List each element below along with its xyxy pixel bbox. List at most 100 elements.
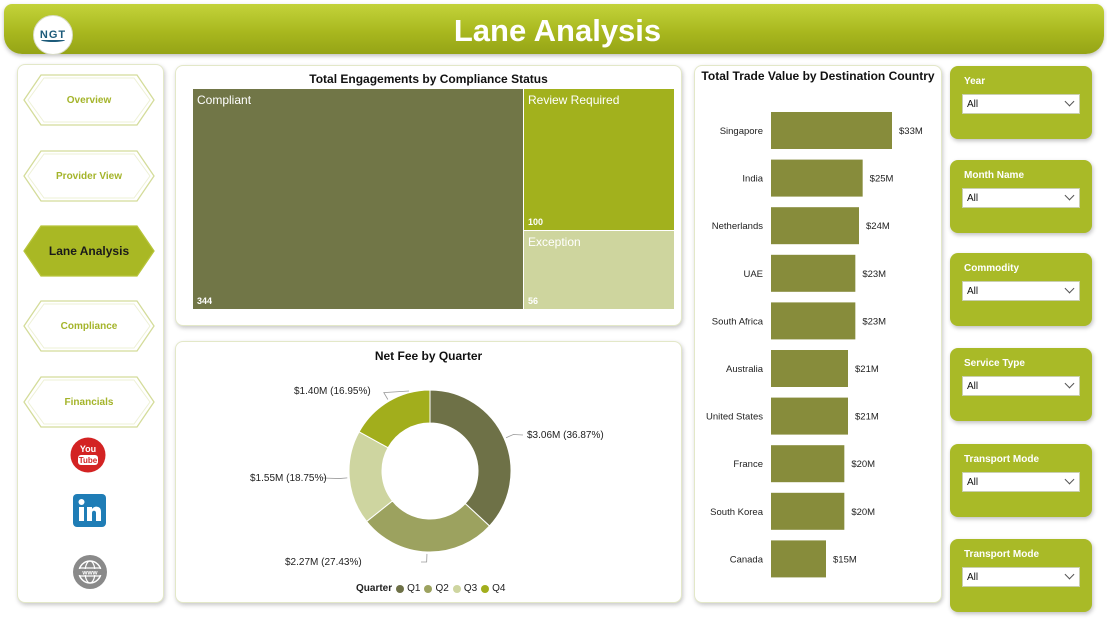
bar-netherlands[interactable] [771,207,859,245]
transport-mode-dropdown[interactable]: All [962,472,1080,492]
donut-label-q4: $1.40M (16.95%) [294,386,371,397]
bar-value-label: $20M [851,507,875,518]
slicer-transport-mode-2: Transport Mode All [950,539,1092,612]
nav-financials-label: Financials [64,396,114,408]
donut-leader-line [321,477,348,479]
slicer-title: Commodity [964,263,1019,274]
legend-title: Quarter [356,583,393,594]
month-name-dropdown[interactable]: All [962,188,1080,208]
treemap-cell-compliant[interactable]: Compliant 344 [193,89,523,309]
dropdown-value: All [967,477,979,488]
bar-category-label: South Africa [712,316,764,327]
globe-icon[interactable]: www [72,554,108,590]
bar-category-label: India [742,174,763,185]
linkedin-icon[interactable] [72,493,108,529]
nav-provider-view-label: Provider View [56,170,122,182]
youtube-icon[interactable]: You Tube [70,437,106,473]
bar-category-label: Singapore [720,126,763,137]
slicer-commodity: Commodity All [950,253,1092,326]
legend-item-q1[interactable]: Q1 [396,583,420,594]
slicer-title: Transport Mode [964,454,1040,465]
bar-category-label: Canada [730,554,764,565]
treemap-title: Total Engagements by Compliance Status [309,72,548,86]
year-dropdown[interactable]: All [962,94,1080,114]
legend-label: Q4 [492,583,506,594]
svg-text:You: You [80,444,96,454]
dropdown-value: All [967,286,979,297]
bar-france[interactable] [771,445,845,483]
dropdown-value: All [967,381,979,392]
bar-chart-title: Total Trade Value by Destination Country [701,69,935,83]
hexagon-shape-icon [23,225,155,277]
nav-compliance-label: Compliance [60,320,118,332]
bar-south-africa[interactable] [771,302,856,340]
legend-dot [452,584,461,593]
bar-category-label: South Korea [710,507,764,518]
nav-lane-analysis-label: Lane Analysis [48,244,130,258]
legend-item-q2[interactable]: Q2 [424,583,449,594]
chevron-down-icon [1064,96,1075,107]
bar-value-label: $25M [870,174,894,185]
service-type-dropdown[interactable]: All [962,376,1080,396]
legend-dot [424,584,433,593]
dropdown-value: All [967,99,979,110]
bar-value-label: $21M [855,412,879,423]
nav-provider-view-button[interactable]: Provider View [23,150,155,202]
bar-value-label: $21M [855,364,879,375]
chevron-down-icon [1064,569,1075,580]
transport-mode-dropdown[interactable]: All [962,567,1080,587]
nav-financials-button[interactable]: Financials [23,376,155,428]
donut-slice-q4[interactable] [358,389,431,449]
slicer-year: Year All [950,66,1092,139]
treemap-cell-exception[interactable]: Exception 56 [524,231,674,309]
bar-category-label: Australia [726,364,764,375]
bar-category-label: United States [706,412,763,423]
slicer-service-type: Service Type All [950,348,1092,421]
bar-india[interactable] [771,159,863,197]
donut-leader-line [505,434,524,439]
slicer-title: Year [964,76,986,87]
page-title: Lane Analysis [453,13,662,48]
bar-united-states[interactable] [771,397,848,435]
commodity-dropdown[interactable]: All [962,281,1080,301]
company-logo: NGT [33,15,73,55]
nav-overview-button[interactable]: Overview [23,74,155,126]
bar-south-korea[interactable] [771,492,845,530]
net-fee-donut-panel: Net Fee by Quarter $3.06M (36.87%) $2.27… [175,341,682,603]
legend-label: Q3 [463,583,478,594]
bar-uae[interactable] [771,254,856,292]
bar-canada[interactable] [771,540,826,578]
bar-value-label: $24M [866,221,890,232]
donut-slice-q2[interactable] [365,500,491,553]
donut-chart [321,389,524,563]
bar-value-label: $23M [862,316,886,327]
legend-item-q3[interactable]: Q3 [452,583,478,594]
donut-label-q2: $2.27M (27.43%) [285,557,362,568]
hexagon-shape-icon [23,300,155,352]
bar-singapore[interactable] [771,112,892,149]
legend-label: Q2 [435,583,449,594]
bar-category-label: UAE [743,269,763,280]
donut-leader-line [383,390,410,400]
chevron-down-icon [1064,190,1075,201]
donut-leader-line [420,553,428,563]
nav-lane-analysis-button[interactable]: Lane Analysis [23,225,155,277]
hexagon-shape-icon [23,74,155,126]
legend-dot [396,584,405,593]
bar-australia[interactable] [771,350,848,387]
nav-overview-label: Overview [66,94,112,106]
svg-text:www: www [81,570,98,577]
nav-compliance-button[interactable]: Compliance [23,300,155,352]
donut-title: Net Fee by Quarter [374,349,483,363]
treemap-cell-label: Compliant [197,93,252,107]
treemap-cell-review-required[interactable]: Review Required 100 [524,89,674,230]
header-banner: NGT Lane Analysis [4,4,1104,55]
svg-text:Tube: Tube [79,456,98,465]
donut-slice-q1[interactable] [429,389,512,527]
legend-item-q4[interactable]: Q4 [481,583,506,594]
donut-label-q1: $3.06M (36.87%) [527,430,604,441]
bar-value-label: $20M [851,459,875,470]
slicer-title: Transport Mode [964,549,1040,560]
slicer-title: Month Name [964,170,1024,181]
bar-value-label: $23M [862,269,886,280]
